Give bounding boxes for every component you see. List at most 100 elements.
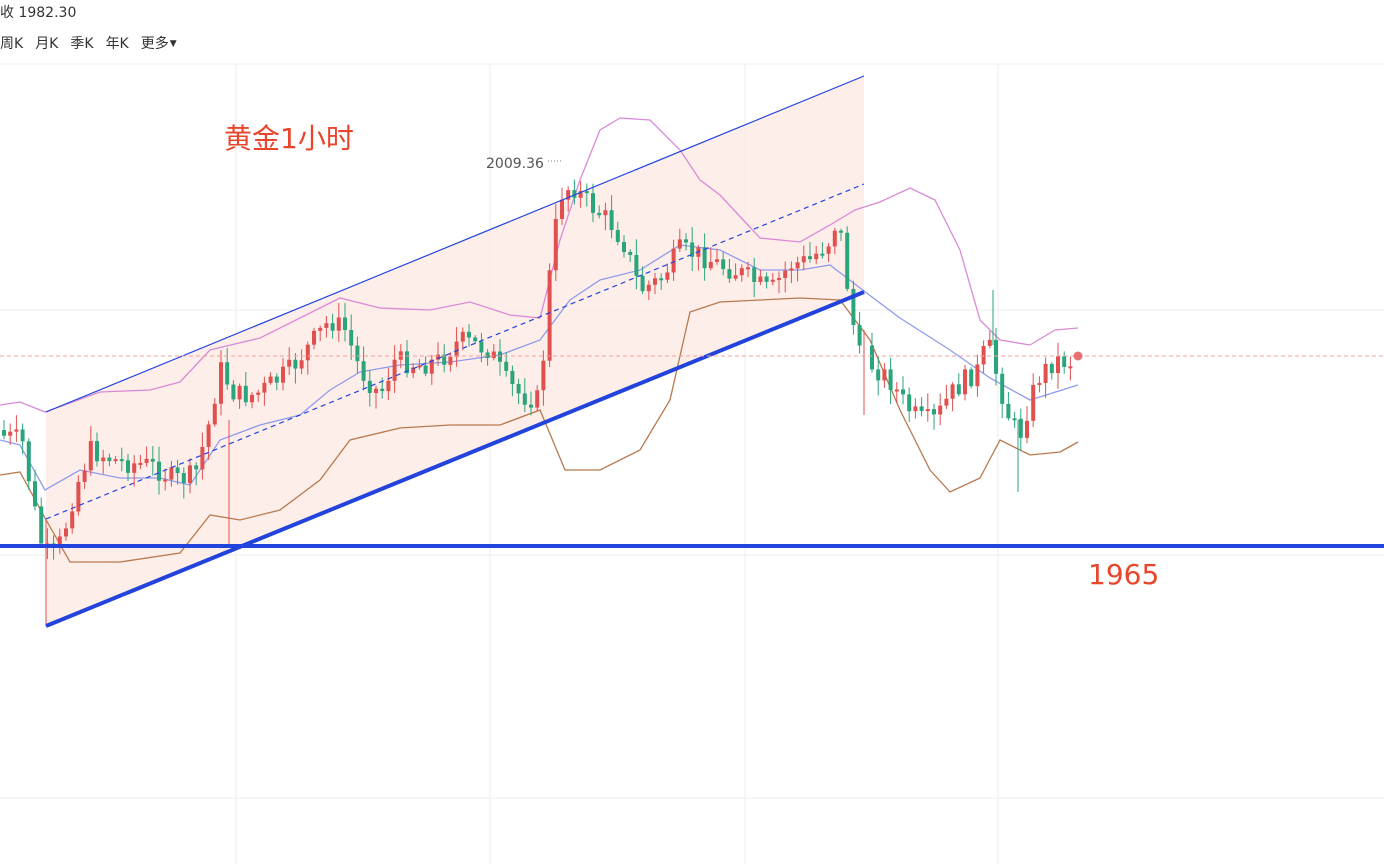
candle-body-636 — [634, 254, 639, 276]
candle-body-543 — [541, 360, 546, 391]
candle-body-308 — [305, 344, 310, 361]
candle-body-116 — [113, 459, 118, 462]
candle-body-977 — [975, 364, 980, 387]
candle-body-1033 — [1031, 384, 1036, 421]
candle-body-562 — [560, 199, 564, 220]
candle-body-767 — [764, 276, 769, 282]
candle-body-376 — [374, 388, 378, 394]
candle-body-165 — [163, 479, 168, 482]
candle-body-258 — [256, 392, 261, 395]
candle-body-624 — [622, 241, 626, 253]
candle-body-990 — [987, 339, 992, 346]
candle-body-302 — [299, 360, 304, 369]
candle-body-835 — [832, 230, 837, 247]
candle-body-884 — [882, 369, 887, 381]
candle-body-382 — [380, 388, 385, 392]
candle-body-103 — [101, 457, 106, 462]
candle-body-928 — [925, 409, 930, 412]
candle-body-481 — [479, 341, 484, 353]
candle-body-97 — [95, 441, 99, 462]
candle-body-413 — [411, 367, 416, 374]
period-quarter[interactable]: 季K — [70, 36, 94, 52]
candle-body-674 — [671, 248, 676, 273]
candle-body-29 — [26, 441, 31, 482]
candle-body-841 — [839, 230, 843, 233]
period-year[interactable]: 年K — [105, 36, 129, 52]
candle-body-370 — [367, 380, 372, 394]
candle-body-599 — [597, 212, 602, 216]
candle-body-605 — [603, 210, 608, 216]
candle-body-140 — [138, 462, 143, 465]
candle-body-1046 — [1043, 363, 1048, 384]
candle-body-760 — [758, 276, 763, 282]
candle-body-23 — [20, 429, 25, 442]
candle-body-178 — [175, 467, 180, 474]
candle-body-357 — [355, 345, 360, 362]
candle-body-159 — [157, 461, 161, 481]
candle-body-469 — [467, 331, 471, 338]
candle-body-171 — [169, 467, 174, 480]
candle-body-897 — [894, 389, 899, 392]
candle-body-289 — [287, 359, 292, 367]
candle-body-450 — [448, 356, 453, 365]
candle-body-134 — [132, 463, 137, 473]
candle-body-221 — [219, 362, 223, 404]
boll-lower-line — [0, 297, 1079, 563]
candle-body-531 — [529, 404, 533, 408]
candle-body-798 — [795, 262, 800, 269]
candle-body-320 — [318, 327, 323, 331]
candle-body-680 — [677, 239, 682, 249]
candle-body-729 — [727, 269, 732, 279]
candle-body-1070 — [1068, 366, 1073, 369]
channel-mid-dashed-line — [45, 183, 865, 520]
candle-body-1021 — [1018, 418, 1023, 438]
candle-body-860 — [857, 325, 862, 346]
candle-body-773 — [770, 279, 775, 282]
candle-body-965 — [963, 369, 967, 395]
candle-body-215 — [212, 403, 217, 425]
candle-body-463 — [460, 331, 465, 342]
candle-body-1002 — [1000, 373, 1005, 404]
candle-body-723 — [721, 259, 726, 270]
candle-body-4 — [2, 430, 6, 436]
candle-body-246 — [243, 385, 248, 403]
chevron-down-icon: ▼ — [169, 39, 177, 49]
candle-body-72 — [70, 511, 75, 529]
period-more-button[interactable]: 更多▼ — [141, 33, 177, 53]
candle-body-940 — [938, 405, 943, 415]
period-month[interactable]: 月K — [35, 36, 59, 52]
candle-body-295 — [293, 359, 298, 369]
candle-body-407 — [405, 351, 409, 374]
candle-body-655 — [653, 278, 657, 285]
candle-body-438 — [436, 354, 440, 360]
period-selector: 周K 月K 季K 年K 更多▼ — [0, 33, 177, 53]
candle-body-909 — [907, 394, 912, 412]
candle-body-66 — [64, 528, 68, 537]
candle-body-401 — [398, 351, 403, 360]
candle-body-934 — [932, 409, 936, 415]
candle-body-283 — [281, 366, 285, 383]
candle-body-1027 — [1025, 420, 1029, 438]
candle-body-91 — [88, 441, 93, 471]
candle-body-618 — [615, 230, 620, 242]
candle-body-1008 — [1006, 403, 1011, 419]
bollinger-bands — [0, 117, 1079, 563]
period-week[interactable]: 周K — [0, 36, 24, 52]
candle-body-388 — [386, 380, 391, 392]
candle-body-847 — [845, 232, 850, 289]
candle-body-78 — [76, 481, 81, 512]
candle-body-1015 — [1012, 418, 1017, 421]
candle-body-60 — [57, 536, 62, 545]
candle-body-915 — [913, 406, 918, 412]
candle-body-537 — [535, 390, 540, 408]
candle-body-1039 — [1037, 383, 1042, 386]
candle-body-891 — [888, 369, 893, 390]
candle-body-85 — [82, 470, 87, 482]
candle-body-872 — [870, 345, 874, 370]
candle-body-946 — [944, 398, 949, 406]
candle-body-128 — [126, 460, 130, 473]
candle-body-512 — [510, 370, 515, 384]
candle-body-649 — [646, 284, 651, 292]
candle-body-816 — [814, 253, 819, 260]
